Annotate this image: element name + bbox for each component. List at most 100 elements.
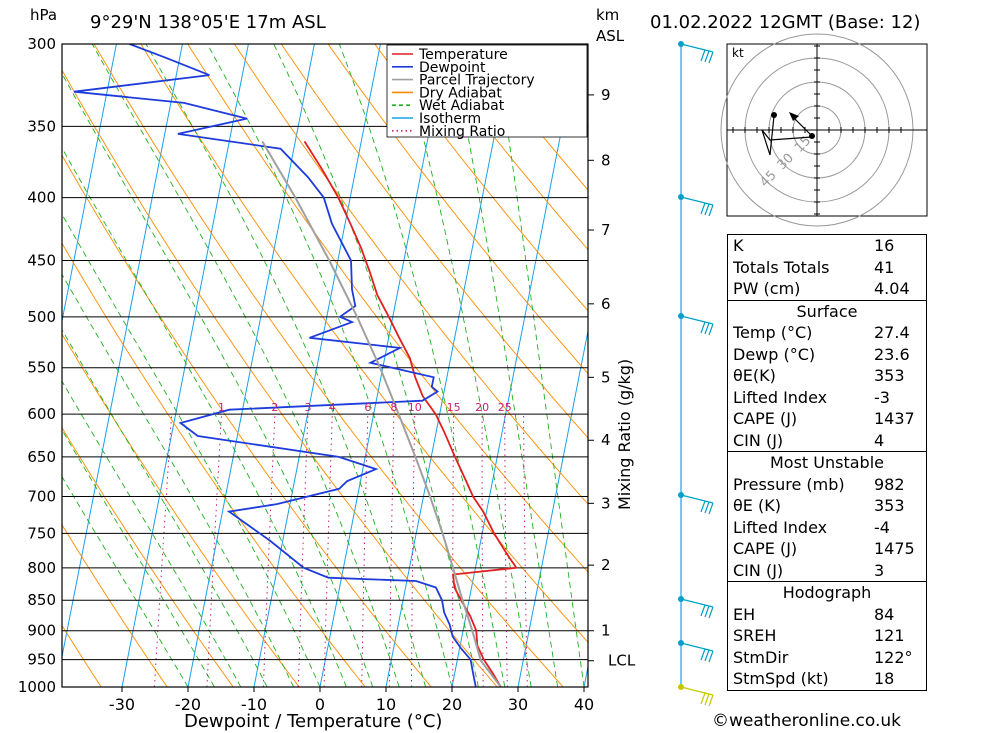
pressure-tick-label: 1000	[18, 678, 56, 696]
dry-adiabat-line	[327, 44, 588, 375]
index-row: CAPE (J) 1437	[728, 408, 926, 430]
storm-motion-arrowhead	[789, 112, 799, 121]
legend-label: Isotherm	[419, 111, 481, 127]
index-row: Pressure (mb) 982	[728, 474, 926, 496]
parcel-trajectory-line	[261, 140, 502, 687]
height-unit-km: km	[596, 6, 619, 24]
index-value: 122°	[874, 647, 913, 667]
mixing-ratio-line	[481, 414, 484, 687]
hodograph-unit-label: kt	[732, 46, 744, 60]
mixing-ratio-label: 3	[304, 401, 311, 414]
wind-barb-feather	[700, 49, 706, 62]
wind-barb-feather	[704, 605, 710, 618]
mixing-ratio-label: 4	[329, 401, 336, 414]
wind-barb-feather	[704, 50, 710, 63]
wind-barb-staff	[680, 598, 714, 608]
pressure-tick-label: 600	[27, 405, 56, 423]
temperature-tick-label: -20	[175, 695, 201, 714]
wet-adiabat-line	[494, 44, 585, 687]
mixing-ratio-label: 20	[475, 401, 489, 414]
mixing-ratio-label: 8	[390, 401, 397, 414]
wind-barb-staff	[680, 43, 714, 53]
height-tick-label: 7	[601, 221, 611, 239]
wet-adiabat-line	[62, 328, 268, 687]
index-row: EH 84	[728, 604, 926, 626]
index-value: 23.6	[874, 344, 910, 364]
isotherm-line	[451, 44, 579, 687]
index-label: Lifted Index	[733, 517, 828, 537]
wet-adiabat-line	[145, 44, 427, 687]
dry-adiabat-line	[62, 524, 168, 687]
mixing-ratio-line	[206, 414, 222, 687]
dry-adiabat-line	[421, 44, 588, 251]
mixing-ratio-label: 1	[218, 401, 225, 414]
dry-adiabat-line	[187, 44, 588, 573]
plot-frame	[61, 43, 589, 688]
wind-barb-feather	[704, 501, 710, 514]
pressure-tick-label: 350	[27, 117, 56, 135]
wind-barb-feather	[708, 606, 714, 619]
pressure-tick-label: 550	[27, 359, 56, 377]
mixing-ratio-label: 6	[364, 401, 371, 414]
height-tick-label: 5	[601, 368, 611, 386]
height-tick-label: 3	[601, 494, 611, 512]
legend-label: Mixing Ratio	[419, 124, 505, 140]
isotherm-line	[62, 44, 117, 324]
isotherm-line	[121, 44, 249, 687]
legend-label: Parcel Trajectory	[419, 73, 535, 89]
hodograph-point	[771, 112, 777, 118]
index-label: K	[733, 236, 744, 255]
index-value: 1475	[874, 539, 915, 558]
index-row: SREH 121	[728, 625, 926, 647]
indices-table: K 16 Totals Totals 41 PW (cm) 4.04 Surface Te…	[727, 234, 927, 691]
index-label: Temp (°C)	[733, 323, 813, 342]
index-label: CAPE (J)	[733, 409, 798, 428]
wet-adiabat-line	[206, 44, 453, 687]
index-label: EH	[733, 604, 756, 624]
dry-adiabat-line	[62, 333, 300, 687]
wind-barb-staff	[680, 196, 714, 206]
indices-top: K 16 Totals Totals 41 PW (cm) 4.04	[728, 235, 926, 300]
index-row: StmSpd (kt) 18	[728, 668, 926, 690]
index-row: Dewp (°C) 23.6	[728, 344, 926, 366]
index-row: PW (cm) 4.04	[728, 278, 926, 300]
pressure-unit: hPa	[30, 6, 57, 24]
dry-adiabat-line	[62, 242, 366, 687]
index-row: θE (K) 353	[728, 495, 926, 517]
mixing-ratio-line	[153, 414, 173, 687]
dry-adiabat-line	[62, 426, 234, 687]
temperature-tick-label: -10	[241, 695, 267, 714]
index-value: -4	[874, 517, 890, 537]
index-label: Totals Totals	[733, 257, 830, 277]
dry-adiabat-line	[374, 44, 588, 312]
storm-motion-arrow	[791, 115, 813, 137]
isotherm-line	[253, 44, 381, 687]
dry-adiabat-line	[62, 69, 498, 687]
index-label: StmDir	[733, 647, 789, 667]
index-row: Lifted Index -3	[728, 387, 926, 409]
index-value: 27.4	[874, 323, 910, 342]
unstable-section: Most Unstable Pressure (mb) 982 θE (K) 353 L…	[728, 451, 926, 581]
profiles	[73, 44, 518, 687]
index-value: 121	[874, 626, 905, 645]
dry-adiabat-line	[280, 44, 588, 439]
wind-barb-feather	[708, 694, 714, 707]
temperature-tick-label: 30	[508, 695, 528, 714]
height-tick-label: 9	[601, 86, 611, 104]
index-label: SREH	[733, 626, 777, 645]
index-label: CIN (J)	[733, 430, 784, 450]
hodograph-title: Hodograph	[782, 583, 872, 602]
index-value: -3	[874, 387, 890, 407]
index-label: θE(K)	[733, 366, 776, 385]
wind-barb-feather	[704, 203, 710, 216]
pressure-tick-label: 650	[27, 448, 56, 466]
hodograph-trace	[761, 115, 813, 156]
wet-adiabat-line	[62, 147, 347, 687]
index-value: 3	[874, 560, 885, 580]
mixing-ratio-label: 2	[271, 401, 278, 414]
index-row: StmDir 122°	[728, 647, 926, 669]
pressure-tick-label: 300	[27, 35, 56, 53]
legend-label: Wet Adiabat	[419, 98, 505, 114]
index-label: Dewp (°C)	[733, 344, 816, 364]
